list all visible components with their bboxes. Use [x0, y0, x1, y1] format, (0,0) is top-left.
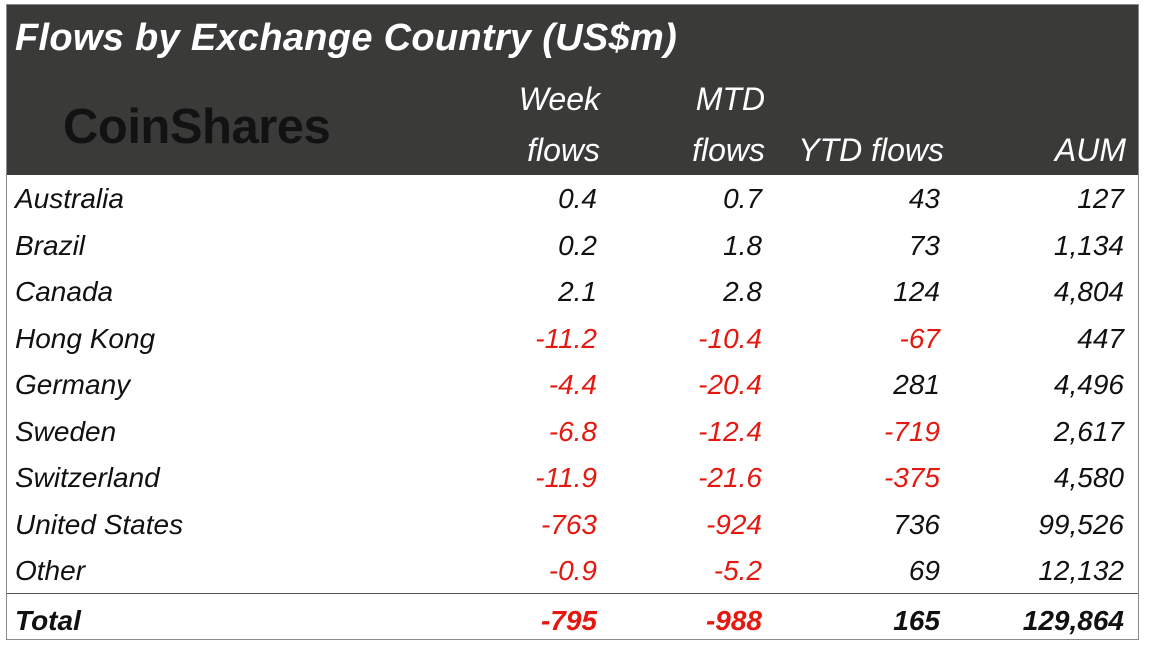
country-cell: Switzerland — [15, 462, 160, 493]
country-cell: Australia — [15, 183, 124, 214]
week-cell: 0.4 — [558, 183, 597, 214]
week-cell: -0.9 — [548, 555, 597, 586]
aum-cell: 4,580 — [1053, 462, 1124, 493]
table-row: Switzerland -11.9 -21.6 -375 4,580 — [7, 455, 1138, 501]
week-cell: 2.1 — [558, 276, 597, 307]
table-row: United States -763 -924 736 99,526 — [7, 502, 1138, 548]
column-header-ytd: YTD flows — [798, 132, 944, 169]
week-cell: -763 — [540, 508, 597, 540]
ytd-cell: 69 — [908, 555, 940, 586]
total-label: Total — [15, 604, 81, 636]
ytd-cell: -375 — [883, 462, 940, 493]
aum-cell: 127 — [1077, 183, 1124, 214]
ytd-cell: 73 — [908, 229, 940, 261]
flows-table: Flows by Exchange Country (US$m) CoinSha… — [6, 4, 1139, 640]
table-row: Brazil 0.2 1.8 73 1,134 — [7, 223, 1138, 269]
week-cell: -4.4 — [548, 369, 597, 400]
country-cell: Hong Kong — [15, 322, 156, 354]
table-title: Flows by Exchange Country (US$m) — [15, 17, 678, 59]
table-row: Canada 2.1 2.8 124 4,804 — [7, 269, 1138, 315]
ytd-cell: 43 — [908, 183, 940, 214]
table-row: Hong Kong -11.2 -10.4 -67 447 — [7, 316, 1138, 362]
total-divider — [7, 593, 1138, 594]
column-header-mtd-line1: MTD — [695, 81, 765, 117]
country-cell: Sweden — [15, 415, 117, 447]
table-row: Sweden -6.8 -12.4 -719 2,617 — [7, 409, 1138, 455]
week-cell: -795 — [540, 604, 597, 636]
aum-cell: 2,617 — [1053, 415, 1124, 447]
country-cell: United States — [15, 508, 184, 540]
mtd-cell: -988 — [705, 604, 762, 636]
column-header-aum: AUM — [1055, 132, 1126, 169]
mtd-cell: 1.8 — [723, 229, 762, 261]
column-header-ytd-line2: YTD flows — [798, 132, 944, 168]
ytd-cell: 165 — [893, 604, 940, 636]
week-cell: 0.2 — [558, 229, 597, 261]
country-cell: Canada — [15, 276, 114, 307]
mtd-cell: -10.4 — [698, 322, 762, 354]
table-row: Germany -4.4 -20.4 281 4,496 — [7, 362, 1138, 408]
ytd-cell: 281 — [893, 369, 940, 400]
column-header-week-line2: flows — [527, 132, 600, 168]
ytd-cell: -719 — [883, 415, 940, 447]
mtd-cell: 2.8 — [723, 276, 762, 307]
mtd-cell: -924 — [705, 508, 762, 540]
column-header-aum-line2: AUM — [1054, 132, 1126, 168]
country-cell: Brazil — [15, 229, 86, 261]
column-header-week: Week flows — [519, 81, 600, 169]
aum-cell: 447 — [1077, 322, 1124, 354]
aum-cell: 4,496 — [1053, 369, 1124, 400]
table-row: Australia 0.4 0.7 43 127 — [7, 176, 1138, 222]
column-header-mtd-line2: flows — [692, 132, 765, 168]
mtd-cell: -20.4 — [698, 369, 762, 400]
mtd-cell: -12.4 — [698, 415, 762, 447]
table-header: Flows by Exchange Country (US$m) CoinSha… — [7, 5, 1138, 175]
coinshares-logo: CoinShares — [63, 100, 331, 154]
total-row: Total -795 -988 165 129,864 — [7, 598, 1138, 644]
mtd-cell: -5.2 — [713, 555, 762, 586]
week-cell: -11.2 — [535, 322, 597, 354]
mtd-cell: 0.7 — [723, 183, 762, 214]
aum-cell: 12,132 — [1038, 555, 1124, 586]
ytd-cell: 736 — [893, 508, 940, 540]
aum-cell: 1,134 — [1053, 229, 1124, 261]
week-cell: -11.9 — [535, 462, 597, 493]
column-header-mtd: MTD flows — [692, 81, 765, 169]
aum-cell: 129,864 — [1022, 604, 1124, 636]
country-cell: Other — [15, 555, 86, 586]
country-cell: Germany — [15, 369, 131, 400]
ytd-cell: -67 — [899, 322, 940, 354]
aum-cell: 4,804 — [1053, 276, 1124, 307]
mtd-cell: -21.6 — [698, 462, 762, 493]
table-row: Other -0.9 -5.2 69 12,132 — [7, 548, 1138, 594]
ytd-cell: 124 — [893, 276, 940, 307]
column-header-week-line1: Week — [518, 81, 600, 117]
week-cell: -6.8 — [548, 415, 597, 447]
aum-cell: 99,526 — [1038, 508, 1124, 540]
